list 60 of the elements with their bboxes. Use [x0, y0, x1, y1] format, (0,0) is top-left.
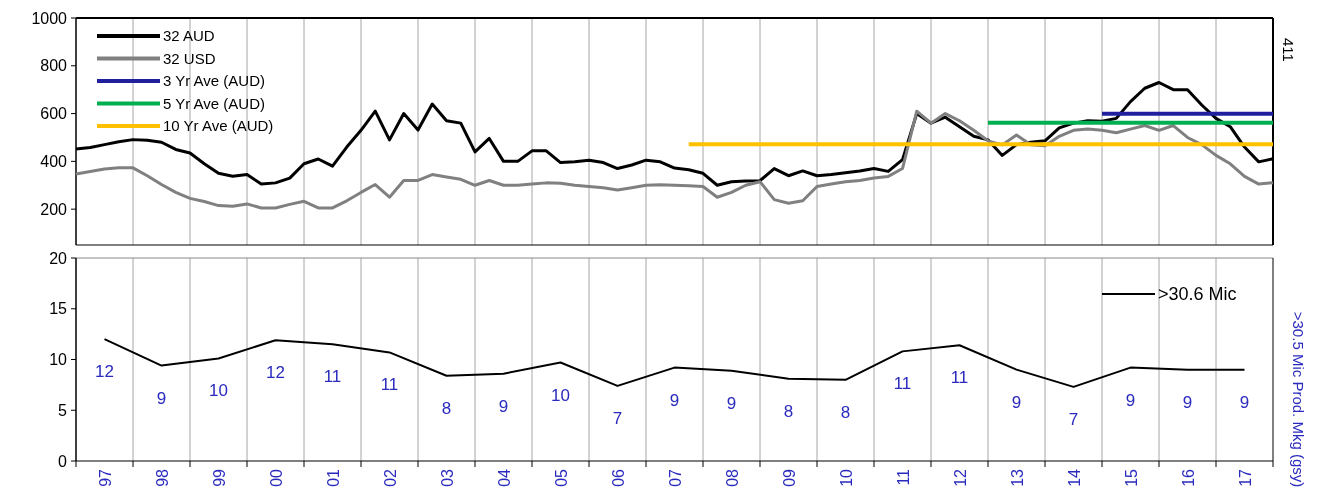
y-tick-label: 400: [40, 152, 68, 170]
x-tick-label: 07: [666, 468, 684, 487]
data-label: 12: [266, 363, 285, 383]
x-tick-label: 14: [1065, 468, 1083, 487]
data-label: 8: [783, 401, 794, 421]
x-tick-label: 01: [324, 468, 342, 487]
x-tick-label: 97: [96, 468, 114, 487]
x-tick-label: 09: [780, 468, 798, 487]
y-axis-title: >30.5 Mic Prod. Mkg (gsy): [1290, 311, 1307, 488]
data-label: 9: [726, 393, 737, 413]
legend-label: 5 Yr Ave (AUD): [163, 94, 265, 112]
x-tick-label: 15: [1122, 468, 1140, 487]
x-tick-label: 03: [438, 468, 456, 487]
legend-label: 3 Yr Ave (AUD): [163, 72, 265, 90]
y-tick-label: 5: [58, 401, 68, 419]
legend-label: 10 Yr Ave (AUD): [163, 117, 274, 135]
x-tick-label: 17: [1236, 468, 1254, 487]
y-tick-label: 0: [58, 452, 68, 470]
y-tick-label: 20: [49, 249, 68, 267]
data-label: 8: [441, 398, 452, 418]
legend-label: >30.6 Mic: [1158, 284, 1237, 305]
y-tick-label: 800: [40, 57, 68, 75]
data-label: 9: [1011, 392, 1022, 412]
y-tick-label: 600: [40, 105, 68, 123]
y-tick-label: 15: [49, 300, 68, 318]
data-label: 9: [498, 396, 509, 416]
y-tick-label: 10: [49, 351, 68, 369]
x-tick-label: 99: [210, 468, 228, 487]
data-label: 8: [840, 402, 851, 422]
legend-label: 32 USD: [163, 49, 216, 67]
x-tick-label: 05: [552, 468, 570, 487]
y-tick-label: 1000: [31, 9, 68, 27]
x-tick-label: 98: [153, 468, 171, 487]
data-label: 9: [669, 390, 680, 410]
y-tick-label: 200: [40, 200, 68, 218]
data-label: 7: [612, 408, 623, 428]
x-tick-label: 04: [495, 468, 513, 487]
data-label: 11: [380, 375, 399, 395]
x-tick-label: 06: [609, 468, 627, 487]
data-label: 9: [1125, 390, 1136, 410]
x-tick-label: 13: [1008, 468, 1026, 487]
x-tick-label: 12: [951, 468, 969, 487]
data-label: 11: [323, 367, 342, 387]
data-label: 10: [209, 381, 228, 401]
x-tick-label: 11: [894, 468, 912, 486]
data-label: 12: [95, 362, 114, 382]
text: 411: [1280, 38, 1297, 62]
data-label: 10: [551, 385, 570, 405]
legend-label: 32 AUD: [163, 27, 215, 45]
x-tick-label: 00: [267, 468, 285, 487]
x-tick-label: 16: [1179, 468, 1197, 487]
data-label: 9: [1182, 392, 1193, 412]
x-tick-label: 08: [723, 468, 741, 487]
x-tick-label: 02: [381, 468, 399, 487]
data-label: 9: [1239, 392, 1250, 412]
x-tick-label: 10: [837, 468, 855, 487]
data-label: 11: [950, 368, 969, 388]
data-label: 9: [156, 388, 167, 408]
data-label: 11: [893, 374, 912, 394]
data-label: 7: [1068, 409, 1079, 429]
